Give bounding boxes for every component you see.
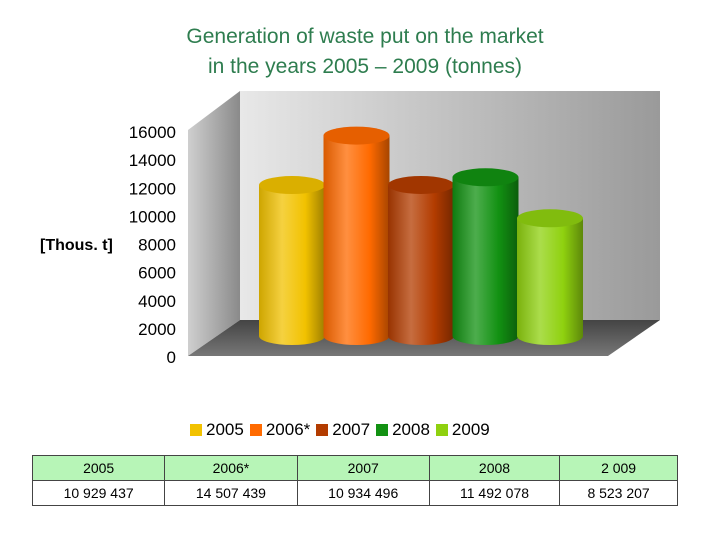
table-header-row: 2005 2006* 2007 2008 2 009 [31,455,678,481]
y-tick-label: 2000 [138,320,176,339]
bar-2007 [388,184,454,345]
y-tick-label: 8000 [138,236,176,255]
table-cell: 10 929 437 [31,480,166,506]
bar-2008 [452,177,519,345]
legend: 2005 2006* 2007 2008 2009 [190,420,490,440]
bars [259,126,583,345]
legend-swatch [316,424,329,436]
bar-top-2009 [517,209,583,228]
legend-item: 2009 [435,420,490,440]
bar-top-2005 [259,176,325,195]
legend-swatch [435,424,448,436]
y-axis: 0 2000 4000 6000 8000 10000 12000 14000 16000 [129,123,176,367]
y-tick-label: 10000 [129,207,176,226]
data-table: 2005 2006* 2007 2008 2 009 10 929 437 14… [31,455,678,506]
legend-swatch [376,424,389,436]
y-tick-label: 4000 [138,292,176,311]
table-header-cell: 2 009 [559,455,678,481]
table-header-cell: 2008 [428,455,561,481]
y-tick-label: 0 [167,348,176,367]
legend-label: 2007 [332,420,371,439]
bar-2005 [259,185,325,345]
table-header-cell: 2006* [164,455,298,481]
table-header-cell: 2007 [296,455,430,481]
bar-chart: 0 2000 4000 6000 8000 10000 12000 14000 16000 [T… [40,91,660,367]
table-cell: 11 492 078 [428,480,561,506]
legend-label: 2006* [265,420,311,439]
legend-swatch [190,424,202,436]
table-cell: 10 934 496 [296,480,430,506]
y-tick-label: 16000 [129,123,176,142]
bar-2009 [517,218,583,345]
y-tick-label: 12000 [129,179,176,198]
y-tick-label: 6000 [138,264,176,283]
legend-label: 2009 [451,420,490,439]
bar-top-2006* [323,126,390,145]
table-row: 10 929 437 14 507 439 10 934 496 11 492 … [31,480,678,506]
table-cell: 8 523 207 [559,480,678,506]
legend-label: 2008 [392,420,430,439]
legend-swatch [249,424,262,436]
chart-title-line-2: in the years 2005 – 2009 (tonnes) [207,55,523,78]
legend-item: 2005 [190,420,244,440]
chart-title: Generation of waste put on the market in… [0,22,720,82]
y-tick-label: 14000 [129,151,176,170]
table-header-cell: 2005 [31,455,166,481]
bar-2006* [323,135,390,345]
legend-item: 2006* [249,420,311,440]
bar-top-2008 [452,168,519,187]
legend-item: 2007 [316,420,370,440]
side-wall [188,91,240,356]
y-axis-label: [Thous. t] [40,237,113,254]
legend-item: 2008 [376,420,430,440]
bar-top-2007 [388,175,454,194]
chart-title-line-1: Generation of waste put on the market [186,25,544,48]
legend-label: 2005 [206,420,244,439]
table-cell: 14 507 439 [164,480,298,506]
